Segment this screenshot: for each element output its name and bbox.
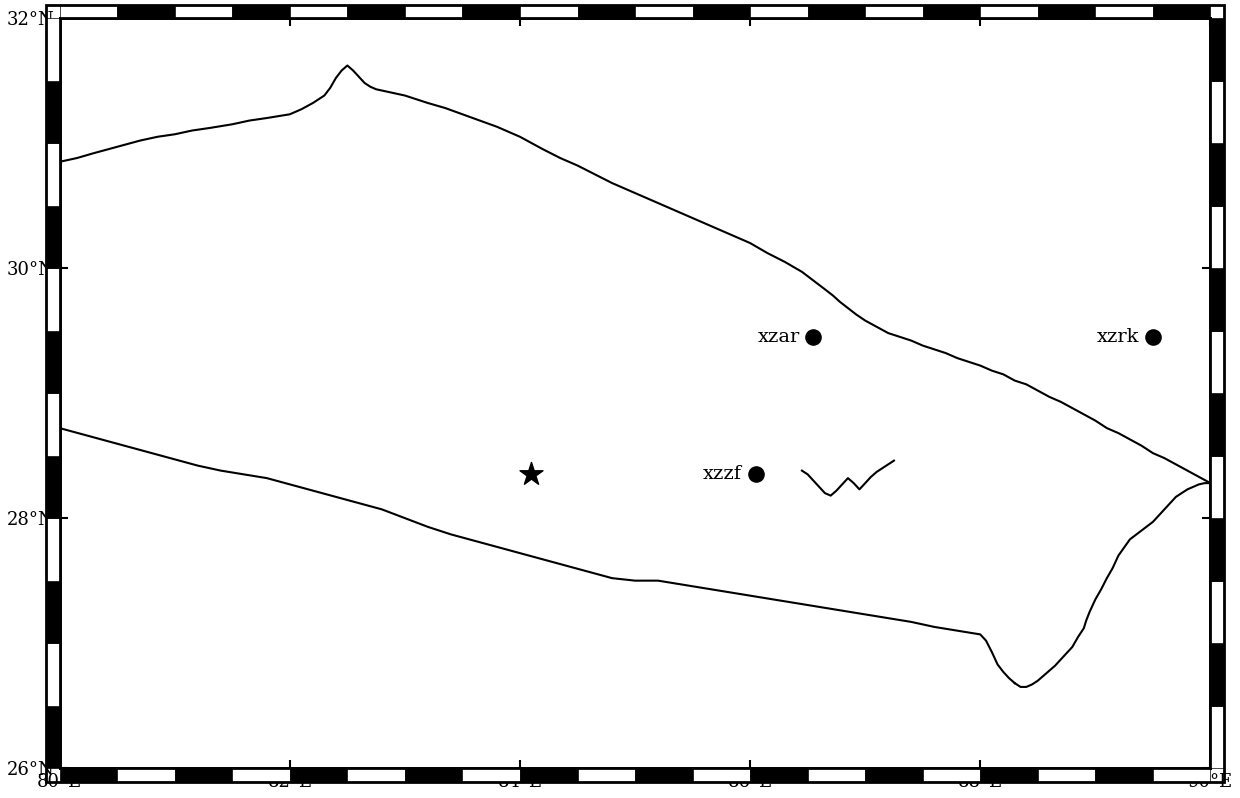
Bar (750, 5, 807, 18)
Bar (1210, 268, 1224, 330)
Bar (693, 768, 750, 782)
Bar (175, 5, 232, 18)
Bar (1210, 330, 1224, 393)
Bar (46, 393, 60, 456)
Bar (807, 768, 866, 782)
Bar (635, 5, 693, 18)
Bar (232, 768, 290, 782)
Bar (60, 768, 118, 782)
Point (522, 468, 542, 480)
Bar (981, 768, 1038, 782)
Bar (866, 768, 923, 782)
Bar (347, 5, 405, 18)
Bar (923, 768, 981, 782)
Bar (46, 268, 60, 330)
Bar (46, 206, 60, 268)
Bar (1210, 143, 1224, 206)
Bar (46, 581, 60, 643)
Bar (1095, 5, 1153, 18)
Bar (175, 768, 232, 782)
Bar (60, 5, 118, 18)
Bar (1210, 393, 1224, 456)
Bar (1210, 705, 1224, 768)
Bar (807, 5, 866, 18)
Bar (520, 5, 578, 18)
Bar (46, 456, 60, 518)
Bar (1210, 581, 1224, 643)
Bar (46, 81, 60, 143)
Bar (232, 5, 290, 18)
Bar (1210, 18, 1224, 81)
Bar (1210, 206, 1224, 268)
Text: xzrk: xzrk (1096, 328, 1140, 346)
Bar (46, 518, 60, 581)
Point (746, 468, 766, 480)
Bar (1210, 518, 1224, 581)
Bar (347, 768, 405, 782)
Bar (290, 5, 347, 18)
Bar (46, 143, 60, 206)
Bar (923, 5, 981, 18)
Bar (118, 5, 175, 18)
Bar (463, 5, 520, 18)
Bar (290, 768, 347, 782)
Bar (578, 768, 635, 782)
Text: xzzf: xzzf (703, 465, 742, 484)
Bar (1038, 768, 1095, 782)
Bar (1153, 768, 1210, 782)
Bar (1210, 81, 1224, 143)
Point (804, 330, 823, 343)
Bar (46, 18, 60, 81)
Bar (693, 5, 750, 18)
Bar (1210, 643, 1224, 705)
Bar (866, 5, 923, 18)
Bar (405, 768, 463, 782)
Bar (46, 705, 60, 768)
Bar (46, 330, 60, 393)
Bar (405, 5, 463, 18)
Bar (1038, 5, 1095, 18)
Bar (463, 768, 520, 782)
Bar (520, 768, 578, 782)
Bar (118, 768, 175, 782)
Bar (1210, 456, 1224, 518)
Bar (635, 768, 693, 782)
Bar (1153, 5, 1210, 18)
Bar (1095, 768, 1153, 782)
Bar (578, 5, 635, 18)
Bar (981, 5, 1038, 18)
Bar (46, 643, 60, 705)
Text: xzar: xzar (758, 328, 800, 346)
Bar (750, 768, 807, 782)
Point (1143, 330, 1163, 343)
